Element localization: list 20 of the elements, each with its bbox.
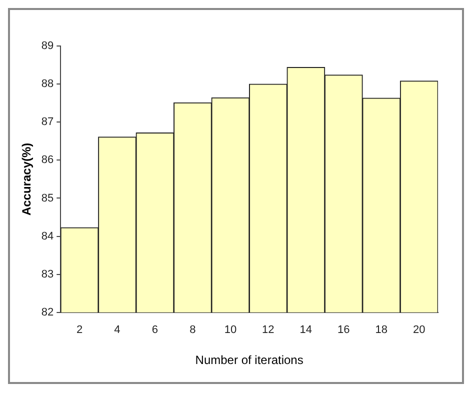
x-tick-label: 8 <box>190 324 196 336</box>
x-tick-label: 12 <box>262 324 274 336</box>
x-tick-label: 20 <box>413 324 426 336</box>
y-tick-label: 88 <box>41 78 54 90</box>
y-tick-label: 83 <box>41 268 54 280</box>
x-tick-label: 16 <box>338 324 350 336</box>
y-tick-label: 87 <box>41 116 54 128</box>
x-tick-label: 4 <box>114 324 120 336</box>
y-tick-label: 89 <box>41 40 54 52</box>
x-tick-label: 6 <box>152 324 158 336</box>
x-tick-label: 2 <box>76 324 83 336</box>
x-tick-label: 10 <box>224 324 237 336</box>
y-tick-label: 85 <box>41 192 54 204</box>
y-axis-title: Accuracy(%) <box>20 142 34 216</box>
y-tick-label: 84 <box>41 230 54 242</box>
y-tick-label: 82 <box>41 306 54 318</box>
y-tick-label: 86 <box>41 154 54 166</box>
x-tick-label: 18 <box>375 324 388 336</box>
x-axis-title: Number of iterations <box>195 353 304 368</box>
x-tick-label: 14 <box>300 324 312 336</box>
